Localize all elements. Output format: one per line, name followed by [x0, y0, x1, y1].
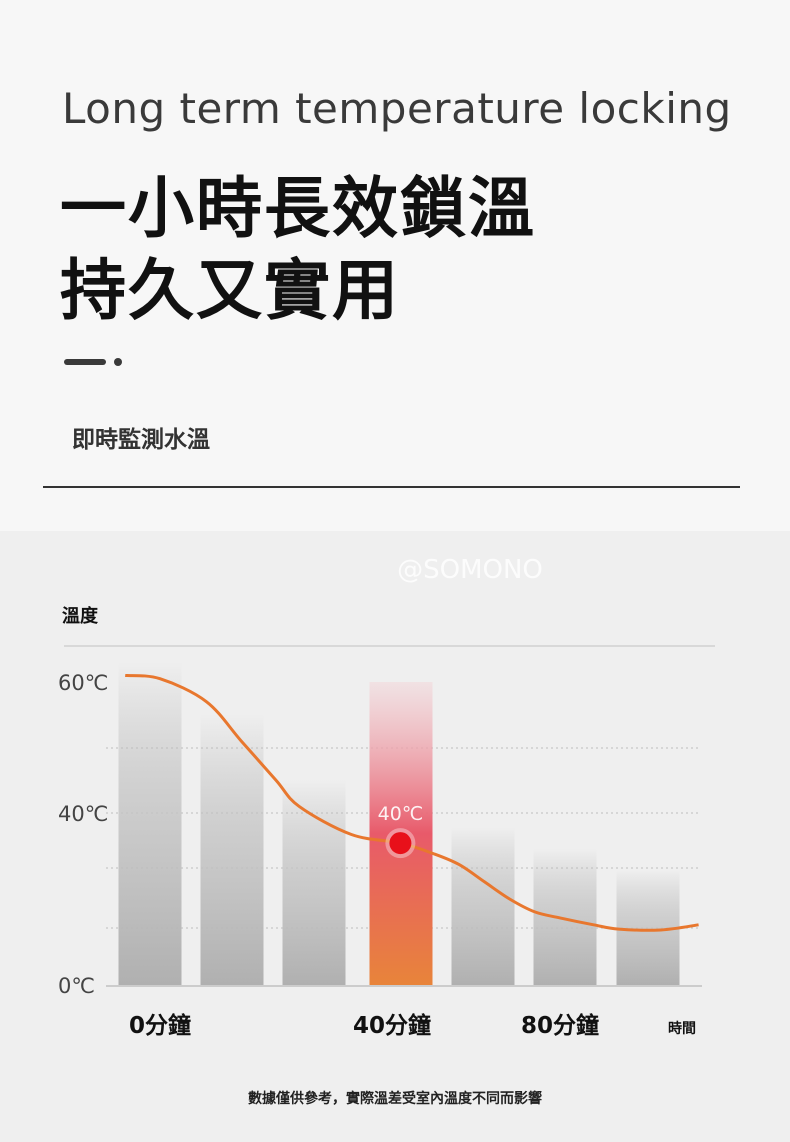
highlight-label: 40℃ — [378, 803, 424, 825]
x-tick-label: 40分鐘 — [353, 1012, 431, 1039]
bar — [533, 848, 597, 985]
subtitle: 即時監測水溫 — [72, 427, 210, 453]
bar — [282, 779, 346, 985]
bar — [451, 827, 515, 985]
x-tick-label: 0分鐘 — [129, 1012, 191, 1039]
decorative-dash — [64, 359, 106, 365]
watermark: @SOMONO — [397, 555, 543, 585]
title-chinese-line1: 一小時長效鎖溫 — [60, 170, 536, 247]
highlight-point — [389, 832, 412, 855]
y-axis-label: 溫度 — [62, 605, 99, 627]
y-tick-label: 0℃ — [58, 974, 95, 998]
divider — [43, 486, 740, 488]
title-chinese-line2: 持久又實用 — [60, 252, 400, 329]
x-tick-label: 80分鐘 — [521, 1012, 599, 1039]
bar — [200, 714, 264, 985]
y-tick-label: 40℃ — [58, 802, 108, 826]
bar — [616, 870, 680, 985]
footnote: 數據僅供參考，實際溫差受室內溫度不同而影響 — [248, 1091, 542, 1107]
temperature-curve — [125, 673, 699, 932]
decorative-dot — [114, 358, 122, 366]
title-english: Long term temperature locking — [62, 84, 732, 133]
y-tick-label: 60℃ — [58, 671, 108, 695]
x-axis-label: 時間 — [668, 1020, 696, 1037]
bar — [118, 662, 182, 985]
